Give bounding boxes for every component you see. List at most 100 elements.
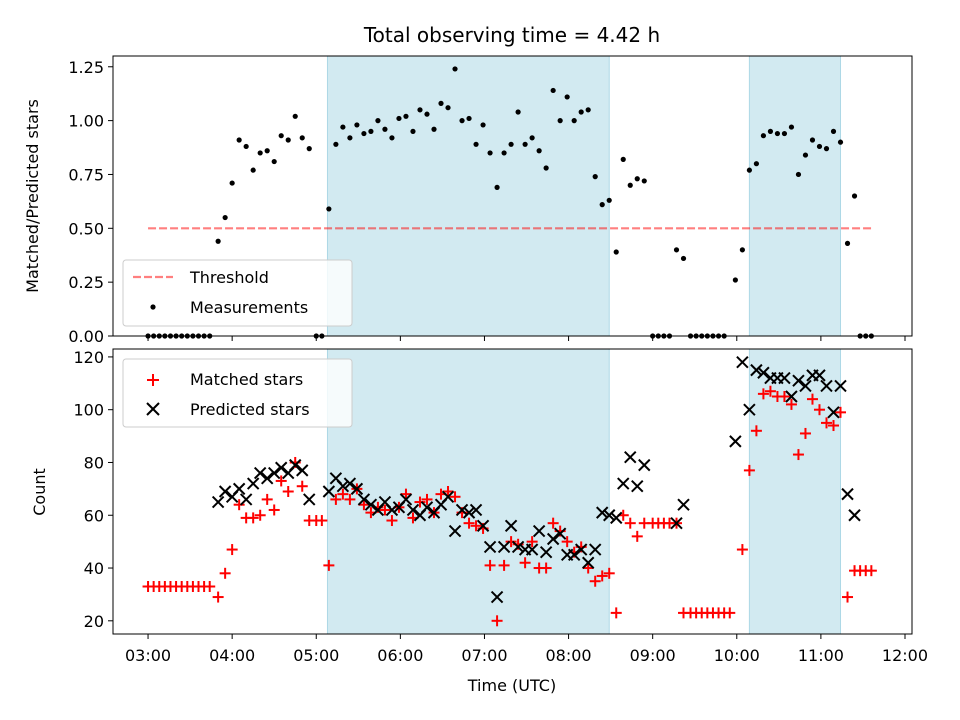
matched-star-point (414, 496, 426, 508)
measurement-point (326, 206, 332, 212)
predicted-star-point (462, 506, 476, 519)
top-legend: Threshold Measurements (122, 259, 353, 327)
bottom-x-ticks: 03:00 04:00 05:00 06:00 07:00 08:00 09:00 10:00… (125, 634, 928, 665)
measurement-point (634, 176, 640, 182)
matched-star-point (792, 449, 804, 461)
predicted-star-point (610, 511, 623, 525)
measurement-point (466, 115, 472, 122)
x-axis-label: Time (UTC) (467, 676, 556, 695)
matched-star-point (785, 398, 797, 410)
bottom-panel: 20 40 60 80 100 120 03:00 04:00 05:00 06:00 07:00… (30, 348, 928, 695)
measurement-point (746, 167, 752, 173)
top-y-axis-label: Matched/Predicted stars (23, 99, 42, 293)
matched-star-point (421, 493, 433, 505)
measurement-point (680, 255, 687, 262)
matched-star-point (323, 559, 335, 571)
measurement-point (774, 130, 781, 137)
matched-star-point (778, 391, 790, 402)
matched-star-point (799, 427, 811, 439)
measurement-point (375, 118, 381, 124)
measurement-point (830, 128, 837, 134)
matched-star-point (540, 562, 552, 574)
measurement-point (452, 66, 458, 72)
predicted-star-point (799, 379, 812, 393)
predicted-star-point (827, 406, 840, 419)
top-y-ticks: 0.00 0.25 0.50 0.75 1.00 1.25 (68, 58, 113, 346)
measurement-point (753, 161, 760, 167)
predicted-star-point (448, 524, 462, 538)
matched-star-point (268, 504, 280, 516)
predicted-star-point (343, 477, 357, 490)
matched-star-point (842, 591, 854, 603)
predicted-star-point (239, 493, 253, 506)
matched-star-point (484, 559, 496, 571)
matched-star-point (282, 486, 294, 497)
measurement-point (431, 126, 437, 132)
measurement-point (389, 135, 395, 141)
top-panel: 0.00 0.25 0.50 0.75 1.00 1.25 Matched/Predict… (23, 55, 913, 346)
measurement-point (557, 118, 563, 124)
top-shaded-intervals (326, 56, 842, 336)
matched-star-point (610, 607, 622, 619)
matched-legend-swatch (147, 374, 159, 386)
matched-star-point (463, 517, 475, 529)
x-tick-label: 10:00 (714, 646, 760, 665)
matched-star-point (442, 486, 454, 497)
matched-star-point (806, 393, 818, 405)
measurement-point (292, 113, 298, 119)
predicted-legend-swatch (146, 402, 160, 416)
bottom-y-axis-label: Count (30, 468, 49, 516)
measurement-point (781, 130, 788, 137)
measurement-point (333, 141, 339, 147)
predicted-star-point (729, 435, 742, 448)
measurement-point (250, 167, 256, 173)
shaded-interval (327, 349, 610, 634)
measurement-point (410, 128, 416, 134)
predicted-star-point (364, 498, 378, 511)
x-tick-label: 04:00 (209, 646, 255, 665)
measurement-point (599, 202, 605, 208)
matched-star-point (865, 565, 877, 577)
predicted-star-point (553, 527, 567, 540)
predicted-star-point (670, 516, 683, 530)
matched-star-point (316, 515, 328, 527)
bottom-axes-frame (112, 348, 913, 635)
matched-legend-label: Matched stars (190, 370, 303, 389)
matched-star-point (526, 536, 538, 548)
matched-star-point (589, 575, 601, 587)
predicted-star-point (757, 366, 770, 379)
measurement-point (271, 158, 277, 165)
bottom-legend: Matched stars Predicted stars (122, 358, 353, 428)
measurement-point (739, 247, 745, 253)
top-axes-frame (112, 55, 913, 337)
y-tick-label: 80 (84, 453, 104, 472)
predicted-star-point (574, 543, 588, 556)
measurement-point (816, 143, 823, 150)
predicted-star-point (211, 495, 225, 509)
matched-star-point (624, 517, 636, 529)
measurement-point (767, 128, 774, 134)
predicted-star-point (246, 477, 260, 490)
shaded-interval (749, 349, 841, 634)
measurement-point (543, 165, 549, 171)
predicted-star-point (504, 519, 518, 533)
predicted-legend-label: Predicted stars (190, 400, 310, 419)
measurement-point (487, 150, 493, 156)
x-tick-label: 03:00 (125, 646, 171, 665)
matched-star-point (337, 488, 349, 500)
measurement-point (299, 135, 305, 141)
predicted-star-point (596, 506, 609, 519)
y-tick-label: 0.25 (68, 273, 104, 292)
predicted-star-point (441, 490, 455, 503)
measurements-legend-label: Measurements (190, 298, 308, 317)
measurement-point (222, 214, 228, 221)
predicted-star-point (736, 355, 749, 369)
matched-star-point (750, 425, 762, 437)
matched-star-point (582, 562, 594, 574)
matched-star-point (519, 557, 531, 569)
measurement-point (809, 137, 816, 143)
matched-star-point (736, 544, 748, 556)
matched-star-point (828, 420, 840, 432)
measurement-point (361, 130, 367, 137)
matched-star-point (820, 417, 832, 429)
